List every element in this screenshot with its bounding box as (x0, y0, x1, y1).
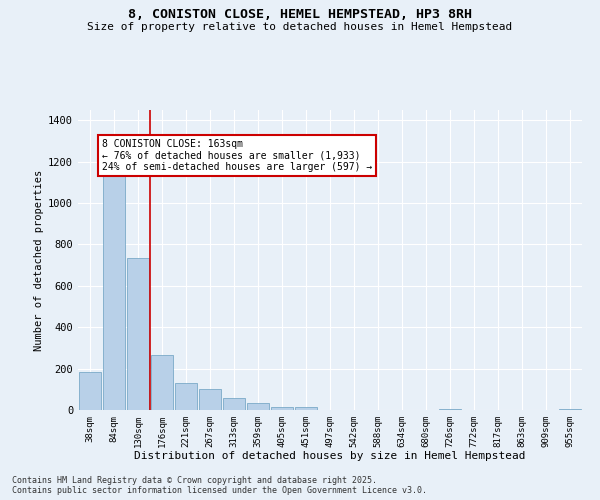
Bar (127, 258, 149, 410)
Bar (247, 403, 269, 410)
Bar (439, 409, 461, 410)
Bar (559, 409, 581, 410)
Bar (199, 390, 221, 410)
Bar (295, 407, 317, 410)
Bar (271, 407, 293, 410)
Text: Size of property relative to detached houses in Hemel Hempstead: Size of property relative to detached ho… (88, 22, 512, 32)
Bar (103, 164, 125, 410)
Bar (223, 398, 245, 410)
Text: Contains HM Land Registry data © Crown copyright and database right 2025.
Contai: Contains HM Land Registry data © Crown c… (12, 476, 427, 495)
Y-axis label: Number of detached properties: Number of detached properties (34, 170, 44, 350)
Bar (79, 372, 101, 410)
X-axis label: Distribution of detached houses by size in Hemel Hempstead: Distribution of detached houses by size … (134, 452, 526, 462)
Bar (151, 355, 173, 410)
Bar (175, 383, 197, 410)
Text: 8, CONISTON CLOSE, HEMEL HEMPSTEAD, HP3 8RH: 8, CONISTON CLOSE, HEMEL HEMPSTEAD, HP3 … (128, 8, 472, 20)
Text: 8 CONISTON CLOSE: 163sqm
← 76% of detached houses are smaller (1,933)
24% of sem: 8 CONISTON CLOSE: 163sqm ← 76% of detach… (102, 139, 372, 172)
